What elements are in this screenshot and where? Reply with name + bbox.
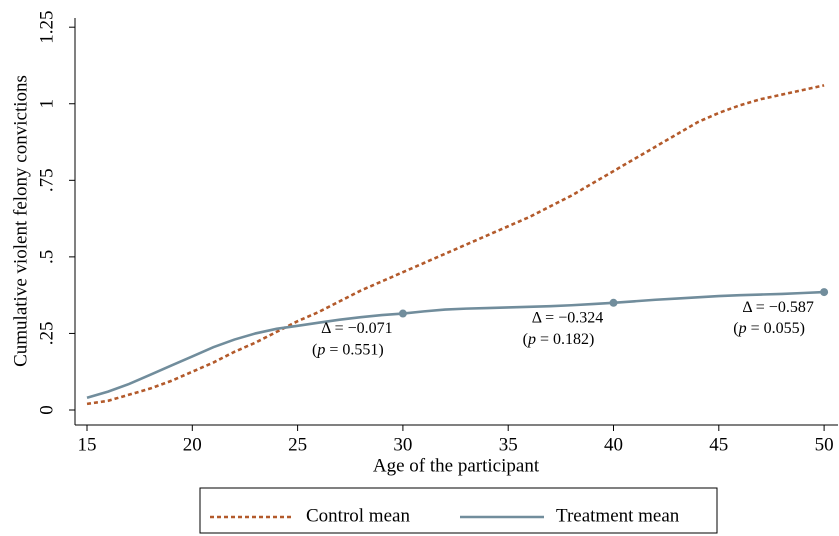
annotation-delta: Δ = −0.587 (742, 299, 813, 316)
y-tick-label: .5 (36, 250, 57, 264)
x-axis-title: Age of the participant (373, 455, 540, 476)
legend-box (199, 487, 718, 534)
y-tick-label: .75 (36, 168, 57, 192)
x-tick-label: 50 (815, 434, 834, 455)
legend-label: Treatment mean (556, 505, 680, 526)
x-tick-label: 25 (288, 434, 307, 455)
annotation-p: (p = 0.055) (733, 320, 805, 337)
y-tick-label: .25 (36, 322, 57, 346)
x-tick-label: 40 (604, 434, 623, 455)
x-tick-label: 35 (499, 434, 518, 455)
x-tick-label: 20 (183, 434, 202, 455)
annotation-p-part: ( (312, 341, 317, 358)
x-tick-label: 45 (709, 434, 728, 455)
point-marker (398, 309, 407, 318)
point-marker (609, 298, 618, 307)
point-marker (820, 288, 829, 297)
annotation-delta: Δ = −0.324 (532, 309, 603, 326)
annotation-p-part: ( (733, 320, 738, 337)
legend-label: Control mean (306, 505, 410, 526)
annotation-p-part: ( (523, 330, 528, 347)
annotation-p-part: = 0.551) (325, 341, 383, 358)
annotation-p-part: p (738, 320, 747, 337)
annotation-p-part: = 0.182) (536, 330, 594, 347)
y-tick-label: 0 (36, 405, 57, 415)
y-tick-label: 1 (36, 99, 57, 109)
series-line (86, 84, 825, 406)
y-axis-title: Cumulative violent felony convictions (10, 75, 31, 367)
annotation-p-part: p (316, 341, 325, 358)
series-line (86, 290, 825, 399)
annotation-p-part: = 0.055) (747, 320, 805, 337)
x-tick-label: 30 (393, 434, 412, 455)
x-tick-label: 15 (78, 434, 97, 455)
annotation-p: (p = 0.182) (523, 330, 595, 347)
annotation-delta: Δ = −0.071 (321, 320, 392, 337)
annotation-p-part: p (527, 330, 536, 347)
annotation-p: (p = 0.551) (312, 341, 384, 358)
y-tick-label: 1.25 (36, 11, 57, 44)
